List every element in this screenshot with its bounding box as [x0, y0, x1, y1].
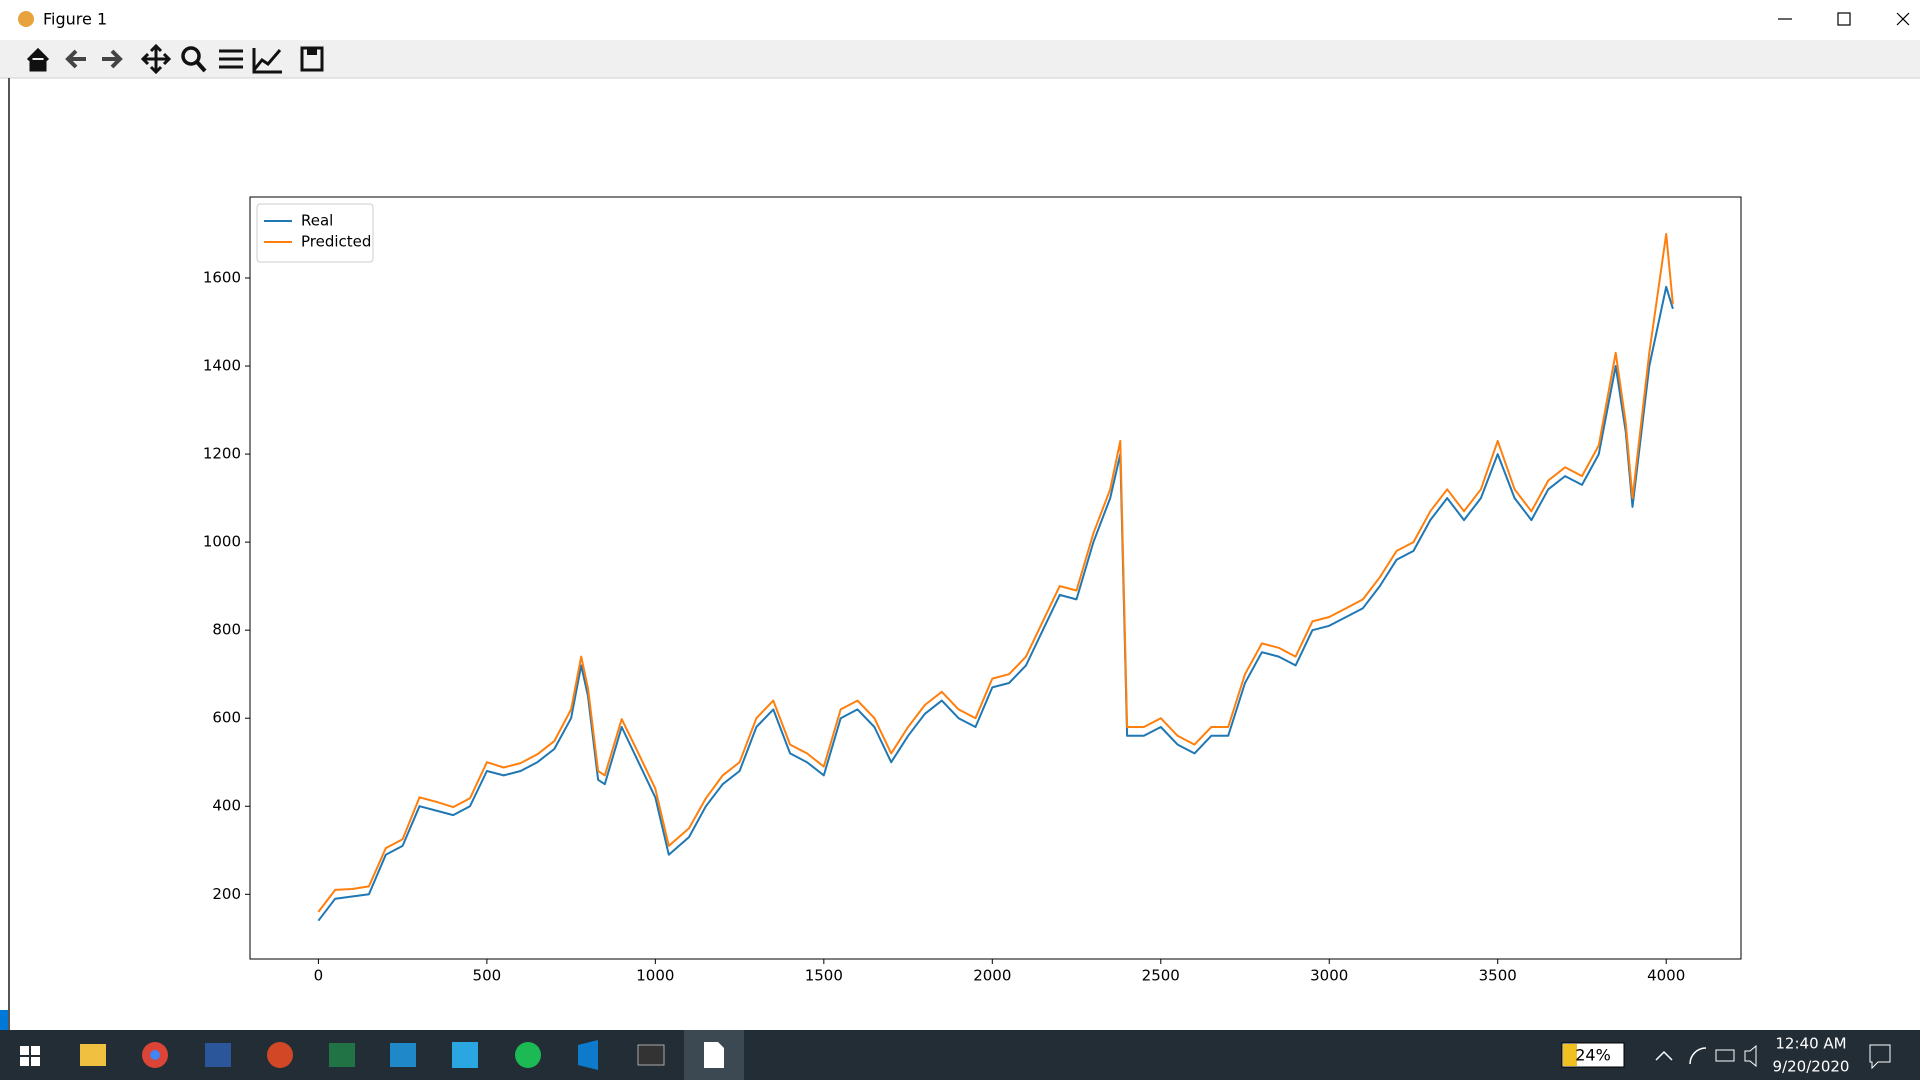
x-tick-label: 1000 [636, 967, 674, 985]
windows-start[interactable] [20, 1046, 40, 1066]
chrome-icon-center [150, 1050, 160, 1060]
powerpoint-icon[interactable] [267, 1042, 293, 1068]
y-tick-label: 600 [212, 709, 241, 727]
x-tick-label: 3000 [1310, 967, 1348, 985]
plot: 0 500 1000 1500 2000 2500 3000 3500 4000 200 400 60… [203, 196, 1742, 985]
x-tick-label: 4000 [1647, 967, 1685, 985]
network-icon[interactable] [1689, 1047, 1707, 1065]
window-title: Figure 1 [43, 10, 107, 29]
excel-icon[interactable] [329, 1043, 355, 1067]
tray-expand[interactable] [1655, 1050, 1673, 1061]
save-icon-part [307, 48, 317, 55]
app-icon [18, 11, 34, 27]
y-tick-label: 1000 [203, 533, 241, 551]
notifications-icon[interactable] [1869, 1044, 1891, 1070]
app-l-icon[interactable] [452, 1042, 478, 1068]
start-tile [20, 1057, 29, 1066]
start-tile [20, 1046, 29, 1055]
back-button[interactable] [65, 49, 86, 69]
x-tick-label: 2500 [1142, 967, 1180, 985]
start-tile [31, 1057, 40, 1066]
clock-date[interactable]: 9/20/2020 [1773, 1058, 1850, 1076]
y-tick-label: 200 [212, 885, 241, 903]
x-tick-label: 3500 [1479, 967, 1517, 985]
pan-button[interactable] [140, 43, 172, 75]
battery-level [1563, 1044, 1577, 1066]
x-tick-label: 500 [473, 967, 502, 985]
y-tick-label: 1400 [203, 357, 241, 375]
home-button[interactable] [26, 47, 50, 72]
toolbar [0, 40, 1920, 78]
subplots-button[interactable] [219, 49, 243, 69]
volume-icon[interactable] [1744, 1044, 1757, 1068]
maximize-button[interactable] [1837, 12, 1851, 26]
forward-button[interactable] [102, 49, 123, 69]
x-tick-label: 0 [314, 967, 324, 985]
word-icon[interactable] [205, 1043, 231, 1067]
y-tick-label: 1200 [203, 445, 241, 463]
y-tick-label: 400 [212, 797, 241, 815]
legend-box [256, 203, 374, 263]
y-tick-label: 800 [212, 621, 241, 639]
battery-text: 24% [1575, 1046, 1611, 1065]
edit-axes-button[interactable] [252, 48, 282, 74]
window-edge [0, 1010, 8, 1030]
legend-label: Real [301, 212, 333, 230]
power-icon[interactable] [1715, 1049, 1735, 1062]
spotify-icon[interactable] [515, 1042, 541, 1068]
explorer-icon[interactable] [80, 1044, 106, 1066]
x-tick-label: 2000 [973, 967, 1011, 985]
axes-frame [249, 196, 1742, 960]
vscode-icon[interactable] [578, 1040, 598, 1070]
y-tick-label: 1600 [203, 268, 241, 286]
zoom-button[interactable] [181, 46, 201, 66]
x-tick-label: 1500 [805, 967, 843, 985]
title-bar [0, 0, 1920, 40]
zoom-handle [195, 60, 207, 73]
file-icon [704, 1042, 724, 1068]
start-tile [31, 1046, 40, 1055]
close-button[interactable] [1896, 12, 1910, 26]
store-icon[interactable] [390, 1043, 416, 1067]
series-line [317, 233, 1674, 913]
clock-time[interactable]: 12:40 AM [1775, 1035, 1846, 1053]
terminal-icon[interactable] [637, 1044, 665, 1066]
legend-label: Predicted [301, 233, 371, 251]
series-line [317, 285, 1674, 922]
